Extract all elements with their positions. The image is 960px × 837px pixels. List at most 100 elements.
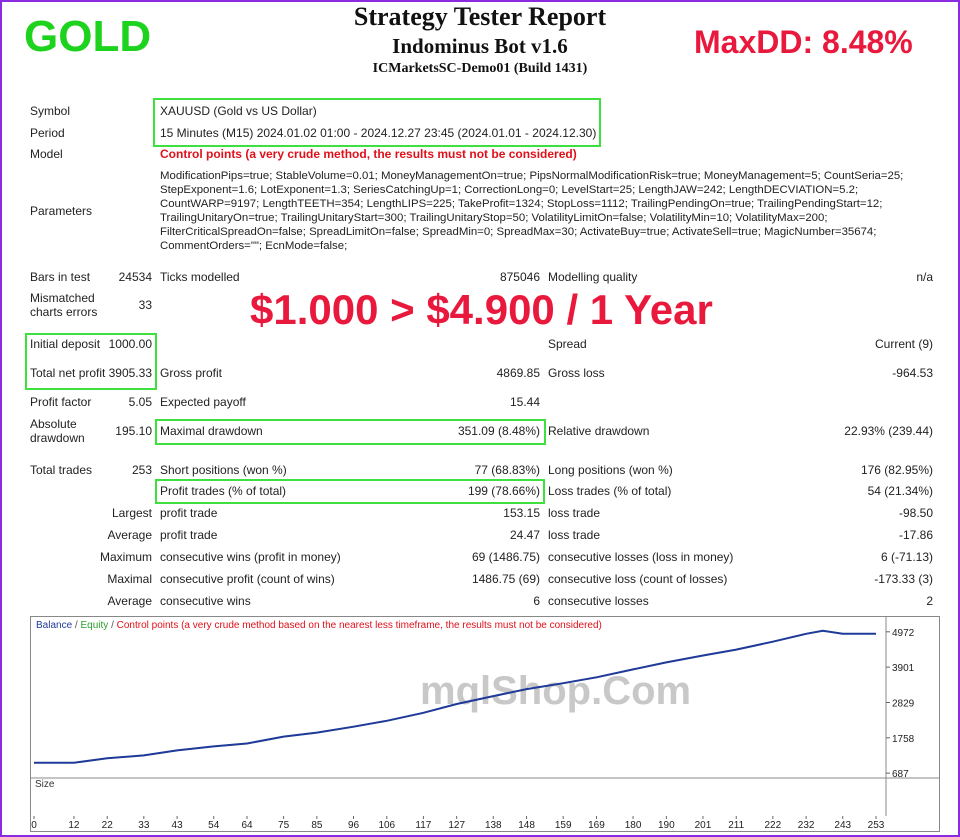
stat-value: 1486.75 (69) — [471, 572, 540, 586]
setting-value: Control points (a very crude method, the… — [160, 147, 577, 161]
stat-value: -98.50 — [898, 506, 933, 520]
stat-value: 3905.33 — [108, 366, 152, 380]
x-tick-label: 33 — [138, 820, 150, 831]
report-subtitle: Indominus Bot v1.6 — [392, 34, 568, 58]
chart-frame — [30, 616, 940, 832]
balance-chart: mqlShop.Com Size 687 1758 2829 3901 4972 0 12 2… — [30, 616, 940, 832]
x-tick-label: 12 — [68, 820, 80, 831]
stat-value: 15.44 — [509, 395, 540, 409]
stat-label: Spread — [548, 337, 587, 351]
stat-label: consecutive losses (loss in money) — [548, 550, 734, 564]
stat-label: Average — [107, 528, 152, 542]
x-tick-label: 75 — [278, 820, 290, 831]
x-tick-label: 222 — [765, 820, 782, 831]
x-tick-label: 180 — [625, 820, 642, 831]
setting-value: ModificationPips=true; StableVolume=0.01… — [160, 170, 904, 252]
stat-value: 24534 — [118, 270, 152, 284]
stat-value: 33 — [138, 298, 152, 312]
y-tick-label: 4972 — [892, 628, 915, 639]
stat-value: 22.93% (239.44) — [844, 424, 933, 438]
symbol-badge: GOLD — [24, 12, 152, 61]
x-tick-label: 253 — [868, 820, 885, 831]
setting-value: 15 Minutes (M15) 2024.01.02 01:00 - 2024… — [160, 126, 597, 140]
report-title: Strategy Tester Report — [353, 2, 607, 31]
stat-label: consecutive profit (count of wins) — [160, 572, 335, 586]
stat-value: 1000.00 — [108, 337, 152, 351]
stat-value: 6 (-71.13) — [880, 550, 933, 564]
size-label: Size — [35, 779, 55, 790]
stat-value: 199 (78.66%) — [467, 484, 540, 498]
highlight-box — [155, 479, 545, 504]
x-tick-label: 0 — [31, 820, 37, 831]
stat-value: 153.15 — [503, 506, 540, 520]
stat-label: Maximum — [99, 550, 152, 564]
stat-value: -964.53 — [892, 366, 933, 380]
legend-separator: / — [111, 620, 114, 631]
x-tick-label: 127 — [448, 820, 465, 831]
stat-label: profit trade — [160, 506, 218, 520]
x-tick-label: 169 — [588, 820, 605, 831]
x-tick-label: 201 — [695, 820, 712, 831]
x-tick-label: 22 — [102, 820, 114, 831]
stat-label: Absolute drawdown — [30, 417, 85, 445]
stat-value: 253 — [131, 463, 152, 477]
legend-note: Control points (a very crude method base… — [117, 620, 602, 631]
stat-label: Gross profit — [160, 366, 223, 380]
setting-value: XAUUSD (Gold vs US Dollar) — [160, 104, 317, 118]
stat-label: Initial deposit — [30, 337, 101, 351]
stat-label: Gross loss — [548, 366, 605, 380]
x-tick-label: 85 — [311, 820, 323, 831]
stat-value: 2 — [926, 594, 933, 608]
x-tick-label: 64 — [241, 820, 253, 831]
setting-label: Parameters — [30, 204, 93, 218]
stat-label: Mismatched charts errors — [30, 291, 98, 319]
stat-label: loss trade — [548, 506, 601, 520]
x-tick-label: 190 — [658, 820, 675, 831]
stat-value: 4869.85 — [496, 366, 540, 380]
x-tick-label: 232 — [798, 820, 815, 831]
stat-label: consecutive wins (profit in money) — [160, 550, 341, 564]
stat-label: consecutive losses — [548, 594, 649, 608]
stat-label: consecutive loss (count of losses) — [548, 572, 728, 586]
watermark: mqlShop.Com — [420, 669, 691, 713]
stat-value: 77 (68.83%) — [474, 463, 540, 477]
stat-value: -17.86 — [898, 528, 933, 542]
setting-label: Model — [30, 147, 63, 161]
legend-entry: Balance — [36, 620, 73, 631]
stat-value: n/a — [916, 270, 933, 284]
setting-label: Period — [30, 126, 65, 140]
stat-label: Total net profit — [30, 366, 106, 380]
stat-value: 875046 — [499, 270, 540, 284]
stat-value: 176 (82.95%) — [860, 463, 933, 477]
x-tick-label: 243 — [834, 820, 851, 831]
x-tick-label: 43 — [172, 820, 184, 831]
stat-label: Bars in test — [30, 270, 91, 284]
stat-label: Ticks modelled — [160, 270, 240, 284]
stat-value: -173.33 (3) — [874, 572, 933, 586]
y-tick-label: 1758 — [892, 734, 915, 745]
x-tick-label: 117 — [415, 820, 431, 831]
stat-value: 5.05 — [128, 395, 152, 409]
x-tick-label: 138 — [485, 820, 502, 831]
highlight-box — [153, 98, 601, 147]
x-tick-label: 54 — [208, 820, 220, 831]
x-tick-label: 148 — [518, 820, 535, 831]
stat-label: Relative drawdown — [548, 424, 650, 438]
stat-label: Average — [107, 594, 152, 608]
stat-label: Profit trades (% of total) — [160, 484, 287, 498]
stat-label: Expected payoff — [160, 395, 246, 409]
max-drawdown-badge: MaxDD: 8.48% — [694, 24, 913, 60]
stat-label: profit trade — [160, 528, 218, 542]
legend: Balance / Equity / Control points (a ver… — [36, 620, 602, 631]
x-tick-label: 96 — [348, 820, 360, 831]
legend-separator: / — [75, 620, 78, 631]
headline: $1.000 > $4.900 / 1 Year — [250, 286, 713, 333]
stat-label: consecutive wins — [160, 594, 251, 608]
stat-label: Loss trades (% of total) — [548, 484, 672, 498]
y-tick-label: 3901 — [892, 663, 915, 674]
stat-value: 6 — [533, 594, 540, 608]
stat-label: loss trade — [548, 528, 601, 542]
stat-label: Modelling quality — [548, 270, 638, 284]
